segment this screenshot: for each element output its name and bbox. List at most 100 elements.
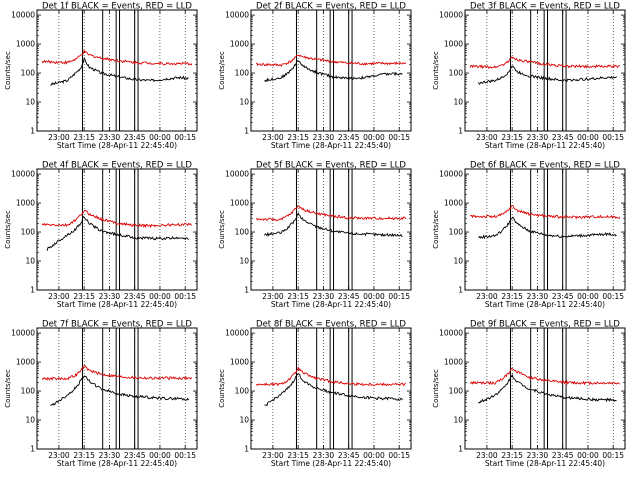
plot-frame <box>250 168 412 291</box>
panel-title: Det 4f BLACK = Events, RED = LLD <box>42 161 192 171</box>
events-series-line <box>50 375 189 406</box>
x-tick-label: 00:15 <box>602 451 624 460</box>
lld-series-line <box>41 210 192 229</box>
y-axis-label: Counts/sec <box>432 51 440 90</box>
y-tick-label: 1 <box>30 445 35 454</box>
x-tick-label: 23:45 <box>338 133 360 142</box>
panel-title: Det 6f BLACK = Events, RED = LLD <box>470 161 620 171</box>
x-tick-label: 23:00 <box>48 451 70 460</box>
x-tick-label: 00:00 <box>577 292 599 301</box>
detector-panel-3: Det 3f BLACK = Events, RED = LLD 1 10 100 10… <box>432 2 626 150</box>
x-tick-label: 23:15 <box>501 133 523 142</box>
detector-panel-2: Det 2f BLACK = Events, RED = LLD 1 10 100 10… <box>218 2 412 150</box>
y-tick-label: 1 <box>244 286 249 295</box>
plot-frame <box>464 9 626 132</box>
y-axis-label: Counts/sec <box>4 369 12 408</box>
y-axis-label: Counts/sec <box>432 210 440 249</box>
x-tick-label: 00:00 <box>577 451 599 460</box>
y-tick-label: 10000 <box>225 329 249 338</box>
y-tick-label: 100 <box>21 228 36 237</box>
lld-series-line <box>255 365 407 387</box>
plot-frame <box>250 9 412 132</box>
x-tick-label: 23:15 <box>501 451 523 460</box>
x-tick-label: 23:30 <box>313 451 335 460</box>
lld-series-line <box>255 205 407 222</box>
plot-frame <box>36 168 198 291</box>
y-tick-label: 10000 <box>439 11 463 20</box>
y-tick-label: 10 <box>25 416 35 425</box>
y-tick-label: 10000 <box>439 329 463 338</box>
y-tick-label: 10 <box>25 257 35 266</box>
events-series-line <box>478 373 617 404</box>
y-tick-label: 1000 <box>230 40 249 49</box>
y-tick-label: 10000 <box>11 170 35 179</box>
y-tick-label: 10 <box>453 257 463 266</box>
y-tick-label: 1000 <box>444 40 463 49</box>
x-axis-label: Start Time (28-Apr-11 22:45:40) <box>57 300 177 309</box>
y-tick-label: 10000 <box>11 329 35 338</box>
y-tick-label: 10 <box>239 416 249 425</box>
x-tick-label: 00:15 <box>388 133 410 142</box>
y-tick-label: 1 <box>458 286 463 295</box>
lld-series-line <box>469 56 621 69</box>
x-tick-label: 23:45 <box>338 292 360 301</box>
y-tick-label: 10 <box>453 416 463 425</box>
y-tick-label: 1 <box>244 127 249 136</box>
y-tick-label: 1 <box>30 286 35 295</box>
y-axis-label: Counts/sec <box>218 51 226 90</box>
y-tick-label: 10 <box>25 98 35 107</box>
y-tick-label: 100 <box>235 387 250 396</box>
events-series-line <box>478 65 617 85</box>
panel-title: Det 5f BLACK = Events, RED = LLD <box>256 161 406 171</box>
x-tick-label: 23:30 <box>313 292 335 301</box>
y-tick-label: 100 <box>235 228 250 237</box>
y-tick-label: 1 <box>30 127 35 136</box>
x-axis-label: Start Time (28-Apr-11 22:45:40) <box>271 459 391 468</box>
x-tick-label: 23:00 <box>476 292 498 301</box>
y-tick-label: 10 <box>239 98 249 107</box>
panel-title: Det 7f BLACK = Events, RED = LLD <box>42 320 192 330</box>
y-axis-label: Counts/sec <box>218 369 226 408</box>
lld-series-line <box>41 364 193 381</box>
x-tick-label: 23:45 <box>124 292 146 301</box>
panel-title: Det 2f BLACK = Events, RED = LLD <box>256 2 406 12</box>
x-tick-label: 23:45 <box>552 451 574 460</box>
y-axis-label: Counts/sec <box>432 369 440 408</box>
x-tick-label: 23:00 <box>262 451 284 460</box>
x-tick-label: 23:45 <box>124 133 146 142</box>
x-tick-label: 23:15 <box>287 292 309 301</box>
panel-title: Det 3f BLACK = Events, RED = LLD <box>470 2 620 12</box>
x-tick-label: 23:45 <box>552 133 574 142</box>
y-tick-label: 10000 <box>225 170 249 179</box>
y-tick-label: 10 <box>453 98 463 107</box>
y-axis-label: Counts/sec <box>4 210 12 249</box>
y-axis-label: Counts/sec <box>218 210 226 249</box>
x-tick-label: 23:30 <box>527 292 549 301</box>
y-tick-label: 1000 <box>16 358 35 367</box>
events-series-line <box>264 373 403 407</box>
lld-series-line <box>41 48 193 66</box>
y-tick-label: 100 <box>235 69 250 78</box>
x-axis-label: Start Time (28-Apr-11 22:45:40) <box>485 300 605 309</box>
plot-frame <box>464 168 626 291</box>
x-tick-label: 00:00 <box>149 451 171 460</box>
x-tick-label: 00:15 <box>602 133 624 142</box>
x-tick-label: 00:00 <box>363 292 385 301</box>
y-tick-label: 1000 <box>230 199 249 208</box>
x-tick-label: 23:30 <box>313 133 335 142</box>
x-tick-label: 23:15 <box>73 451 95 460</box>
x-tick-label: 23:45 <box>338 451 360 460</box>
x-tick-label: 00:15 <box>388 292 410 301</box>
x-axis-label: Start Time (28-Apr-11 22:45:40) <box>485 459 605 468</box>
y-tick-label: 100 <box>449 228 464 237</box>
plot-frame <box>36 327 198 450</box>
y-tick-label: 100 <box>449 387 464 396</box>
x-tick-label: 23:15 <box>73 133 95 142</box>
detector-panel-1: Det 1f BLACK = Events, RED = LLD 1 10 100 10… <box>4 2 198 150</box>
y-tick-label: 10 <box>239 257 249 266</box>
x-tick-label: 23:00 <box>476 133 498 142</box>
events-series-line <box>264 212 403 238</box>
lld-series-line <box>255 54 407 68</box>
x-axis-label: Start Time (28-Apr-11 22:45:40) <box>271 141 391 150</box>
x-tick-label: 23:15 <box>501 292 523 301</box>
